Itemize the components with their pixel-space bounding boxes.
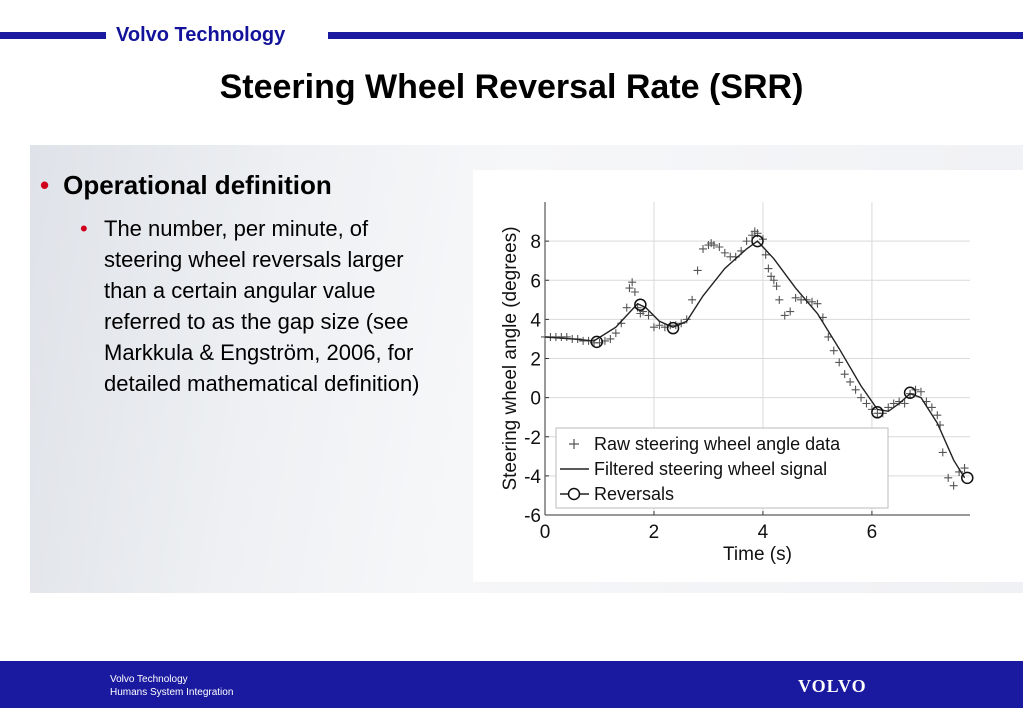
reversal-point bbox=[751, 234, 764, 248]
raw-data-point bbox=[720, 248, 729, 257]
y-tick-label: 0 bbox=[530, 389, 541, 410]
header-rule-right bbox=[328, 32, 1023, 39]
legend-swatch-reversal bbox=[567, 487, 581, 501]
raw-data-point bbox=[688, 295, 697, 304]
raw-data-point bbox=[960, 464, 969, 473]
chart-background bbox=[473, 170, 1023, 582]
x-tick-label: 4 bbox=[758, 522, 769, 543]
volvo-logo: VOLVO bbox=[798, 676, 867, 696]
legend-label: Raw steering wheel angle data bbox=[594, 434, 841, 454]
raw-data-point bbox=[949, 481, 958, 490]
raw-data-point bbox=[857, 393, 866, 402]
reversal-point bbox=[590, 335, 604, 349]
raw-data-point bbox=[625, 284, 634, 293]
footer-bar bbox=[0, 661, 1023, 708]
legend-label: Reversals bbox=[594, 484, 674, 504]
x-tick-label: 6 bbox=[867, 522, 878, 543]
raw-data-point bbox=[900, 399, 909, 408]
y-tick-label: 4 bbox=[530, 310, 541, 331]
raw-data-point bbox=[916, 387, 925, 396]
y-tick-label: 6 bbox=[530, 271, 541, 292]
raw-data-point bbox=[693, 266, 702, 275]
raw-data-point bbox=[786, 307, 795, 316]
raw-data-point bbox=[791, 293, 800, 302]
raw-data-point bbox=[889, 399, 898, 408]
raw-data-point bbox=[761, 250, 770, 259]
raw-data-point bbox=[628, 278, 637, 287]
reversal-point bbox=[871, 406, 884, 419]
raw-data-point bbox=[699, 244, 708, 253]
raw-data-point bbox=[840, 370, 849, 379]
y-tick-label: 2 bbox=[530, 350, 541, 371]
y-tick-label: -4 bbox=[524, 467, 541, 488]
raw-data-point bbox=[775, 295, 784, 304]
raw-data-point bbox=[715, 242, 724, 251]
y-tick-label: 8 bbox=[530, 232, 541, 253]
raw-data-point bbox=[709, 241, 718, 250]
raw-data-point bbox=[884, 403, 893, 412]
reversal-point bbox=[961, 471, 974, 485]
raw-data-point bbox=[742, 237, 751, 246]
filtered-signal-line bbox=[544, 240, 966, 479]
reversal-point bbox=[634, 298, 647, 311]
x-tick-label: 2 bbox=[649, 522, 660, 543]
raw-data-point bbox=[813, 299, 822, 308]
raw-data-point bbox=[862, 399, 871, 408]
y-tick-label: -6 bbox=[524, 506, 541, 527]
raw-data-point bbox=[562, 332, 571, 341]
raw-data-point bbox=[938, 448, 947, 457]
bullet-level1-text: Operational definition bbox=[63, 170, 332, 200]
bullet-level2-text: The number, per minute, of steering whee… bbox=[104, 216, 420, 396]
raw-data-point bbox=[622, 303, 631, 312]
raw-data-point bbox=[824, 332, 833, 341]
reversal-point bbox=[903, 386, 917, 399]
raw-data-point bbox=[835, 358, 844, 367]
raw-data-point bbox=[933, 411, 942, 420]
legend-label: Filtered steering wheel signal bbox=[594, 459, 827, 479]
bullet-dot: • bbox=[40, 170, 50, 200]
header-rule-left bbox=[0, 32, 106, 39]
chart-legend bbox=[555, 427, 889, 509]
raw-data-point bbox=[772, 282, 781, 291]
raw-data-point bbox=[807, 297, 816, 306]
raw-data-point bbox=[780, 311, 789, 320]
x-axis-title: Time (s) bbox=[723, 544, 792, 565]
bullet-level1: • Operational definition bbox=[40, 170, 332, 201]
raw-data-point bbox=[649, 323, 658, 332]
legend-swatch-raw bbox=[569, 439, 579, 449]
raw-data-point bbox=[630, 287, 639, 296]
header-brand: Volvo Technology bbox=[116, 24, 286, 46]
raw-data-point bbox=[764, 264, 773, 273]
raw-data-point bbox=[611, 329, 620, 338]
x-tick-label: 0 bbox=[540, 522, 551, 543]
raw-data-point bbox=[769, 276, 778, 285]
footer-line1: Volvo Technology bbox=[110, 674, 188, 685]
raw-data-point bbox=[655, 321, 664, 330]
steering-chart: -6 -4 -2 0 2 4 6 8 0 2 4 6 Time (s) Steering wheel an… bbox=[500, 202, 974, 565]
raw-data-point bbox=[644, 311, 653, 320]
y-tick-label: -2 bbox=[524, 428, 541, 449]
raw-data-point bbox=[944, 473, 953, 482]
bullet-dot: • bbox=[80, 216, 88, 241]
raw-data-point bbox=[927, 403, 936, 412]
reversal-point bbox=[666, 321, 680, 335]
y-axis-title: Steering wheel angle (degrees) bbox=[500, 226, 521, 490]
footer-line2: Humans System Integration bbox=[110, 687, 234, 698]
raw-data-point bbox=[829, 346, 838, 355]
raw-data-point bbox=[606, 334, 615, 343]
raw-data-point bbox=[846, 377, 855, 386]
raw-data-point bbox=[851, 385, 860, 394]
slide-title: Steering Wheel Reversal Rate (SRR) bbox=[219, 68, 804, 106]
bullet-level2: • The number, per minute, of steering wh… bbox=[80, 213, 440, 399]
